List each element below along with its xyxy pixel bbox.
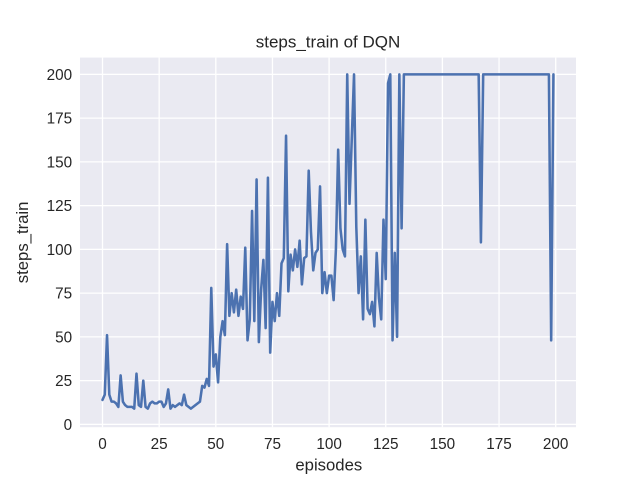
- svg-text:0: 0: [64, 417, 73, 434]
- svg-text:steps_train of DQN: steps_train of DQN: [256, 33, 401, 52]
- svg-text:175: 175: [47, 111, 73, 128]
- svg-text:50: 50: [207, 436, 224, 453]
- svg-text:50: 50: [55, 329, 72, 346]
- svg-text:175: 175: [486, 436, 512, 453]
- svg-text:episodes: episodes: [295, 456, 362, 475]
- svg-text:150: 150: [430, 436, 456, 453]
- svg-text:steps_train: steps_train: [13, 202, 32, 284]
- svg-text:25: 25: [151, 436, 168, 453]
- svg-text:125: 125: [47, 198, 73, 215]
- svg-text:75: 75: [264, 436, 281, 453]
- svg-text:0: 0: [98, 436, 107, 453]
- svg-text:100: 100: [316, 436, 342, 453]
- svg-text:125: 125: [373, 436, 399, 453]
- svg-text:100: 100: [47, 242, 73, 259]
- svg-text:25: 25: [55, 373, 72, 390]
- svg-text:150: 150: [47, 154, 73, 171]
- svg-text:75: 75: [55, 286, 72, 303]
- svg-text:200: 200: [543, 436, 569, 453]
- svg-text:200: 200: [47, 67, 73, 84]
